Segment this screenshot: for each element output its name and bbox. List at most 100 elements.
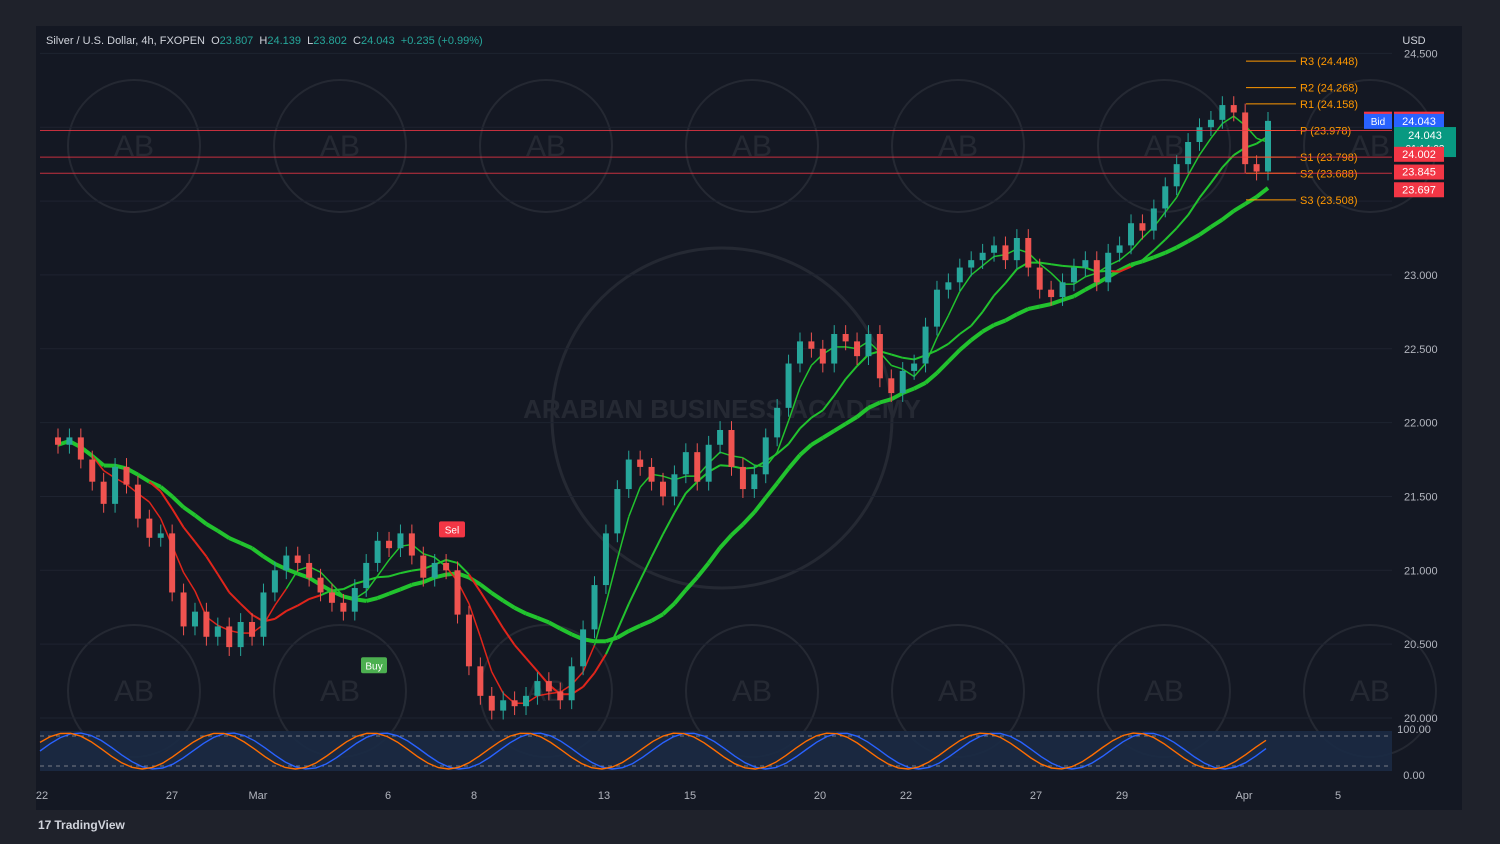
candle-body [237,622,244,648]
long-ma-segment [559,626,573,637]
watermark-badge-text: AB [732,130,772,163]
candle-body [888,378,895,394]
signal-marker [361,657,387,674]
mid-ma-segment [148,480,162,493]
candle-body [443,562,450,571]
mid-ma-segment [490,609,505,629]
candle-body [374,540,381,563]
candle-body [1242,112,1249,165]
long-ma-segment [182,505,197,517]
mid-ma-segment [936,342,949,352]
candle-body [1070,267,1077,283]
long-ma-segment [422,575,436,584]
mid-ma-segment [799,416,813,430]
candle-body [55,437,61,445]
mid-ma-segment [947,333,961,345]
watermark-badge-text: AB [1350,675,1390,708]
candle-body [1219,105,1226,120]
short-ma-segment [479,636,493,673]
candle-body [477,666,484,696]
long-ma-segment [879,397,892,405]
short-ma-segment [1039,263,1052,274]
mid-ma-segment [468,573,482,593]
short-ma-segment [148,501,162,520]
watermark-badge [479,79,613,213]
watermark: ARABIAN BUSINESS ACADEMY AB AB AB AB AB AB AB AB… [67,79,1437,758]
mid-ma-segment [342,582,356,591]
short-ma-segment [1187,154,1201,176]
candle-body [808,341,815,349]
mid-ma-segment [787,427,801,445]
pivot-label: R1 (24.158) [1300,99,1358,111]
long-ma-segment [490,591,505,603]
pivot-label: R2 (24.268) [1300,83,1358,95]
price-tag-text: 24.043 [1408,130,1442,142]
long-ma-segment [844,415,859,426]
ohlc-close: 24.043 [360,35,395,47]
stoch-level-label: 0.00 [1403,770,1424,782]
candle-body [1230,105,1237,113]
candle-body [260,592,267,637]
long-ma-segment [810,436,824,447]
short-ma-segment [593,603,607,646]
short-ma-segment [1198,137,1212,156]
long-ma-segment [205,522,219,533]
mid-ma-segment [844,365,858,380]
mid-ma-segment [1130,259,1143,268]
short-ma-segment [936,315,950,339]
price-chart[interactable]: ARABIAN BUSINESS ACADEMY AB AB AB AB AB AB AB AB… [36,26,1462,810]
candle-body [249,622,256,637]
long-ma-segment [730,522,745,537]
mid-ma-segment [605,629,619,655]
chart-frame: ARABIAN BUSINESS ACADEMY AB AB AB AB AB AB AB AB… [36,26,1462,810]
candle-body [191,611,198,627]
long-ma-segment [913,381,927,391]
price-tag [1394,182,1444,198]
symbol-header: Silver / U.S. Dollar, 4h, FXOPEN O23.807… [46,35,483,47]
long-ma-segment [958,338,973,352]
candle-body [831,334,838,364]
long-ma-segment [376,591,390,600]
mid-ma-segment [456,562,470,576]
mid-ma-segment [776,443,790,455]
mid-ma-segment [479,591,493,611]
mid-ma-segment [1164,227,1178,241]
x-tick-label: 15 [684,790,696,802]
candle-body [648,466,655,482]
short-ma-segment [1221,115,1235,125]
long-ma-segment [821,429,836,440]
candle-body [306,562,313,578]
long-ma-segment [695,561,711,579]
candle-body [1139,223,1146,231]
mid-ma-segment [1198,182,1212,199]
candle-body [328,592,335,603]
candle-body [214,626,221,637]
mid-ma-segment [274,610,287,620]
tradingview-logo[interactable]: 17 TradingView [38,818,125,832]
candle-body [386,540,393,549]
long-ma-segment [1187,232,1201,244]
long-ma-segment [547,620,562,631]
candle-body [1105,252,1112,283]
mid-ma-segment [1187,197,1201,216]
short-ma-segment [1164,196,1178,213]
candle-body [146,518,153,538]
candle-body [865,334,872,357]
mid-ma-segment [285,604,299,612]
short-ma-segment [616,516,630,560]
candle-body [123,466,130,485]
candle-body [842,334,849,342]
symbol-exchange: FXOPEN [159,35,205,47]
candle-body [819,348,826,364]
long-ma-segment [867,400,881,410]
short-ma-segment [982,255,995,267]
long-ma-segment [513,606,527,616]
candle-body [1116,245,1123,253]
tradingview-mark-icon: 17 [38,818,52,832]
short-ma-segment [1130,237,1143,252]
candle-body [1196,127,1203,142]
candle-body [637,459,644,467]
candle-body [774,407,781,438]
candle-body [568,666,575,701]
ohlc-change: +0.235 (+0.99%) [400,35,483,47]
